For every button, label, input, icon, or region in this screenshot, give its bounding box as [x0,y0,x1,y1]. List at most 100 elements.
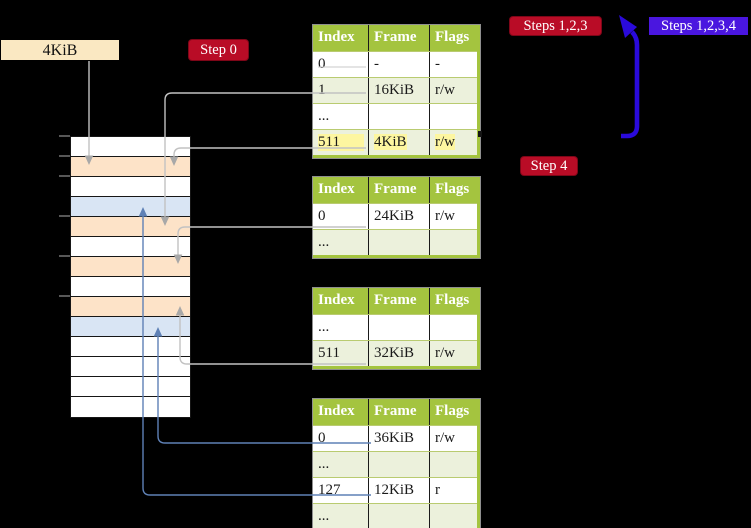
frame-cell: 36KiB [368,426,429,451]
memory-frame-row [71,277,190,297]
frame-cell [368,230,429,255]
cell-text: 4KiB [374,134,407,150]
frame-cell [368,104,429,129]
memory-frame-row [71,257,190,277]
index-cell: ... [313,452,368,477]
cell-text: ... [318,319,330,335]
flags-cell: r [429,478,477,503]
memory-frame-row [71,317,190,337]
flags-cell: - [429,52,477,77]
frame-header-cell: Frame [368,177,429,203]
frame-cell: 24KiB [368,204,429,229]
cell-text: r/w [435,345,455,361]
flags-cell [429,230,477,255]
index-cell: 0 [313,52,368,77]
frame-cell: 32KiB [368,341,429,366]
cell-text: 0 [318,430,326,446]
page-table-2: Index Frame Flags 0 24KiB r/w... [312,176,481,259]
cell-text: 24KiB [374,208,415,224]
index-cell: 0 [313,204,368,229]
memory-frame-row [71,197,190,217]
flags-header-cell: Flags [429,177,477,203]
cell-text: ... [318,508,330,524]
steps123-badge: Steps 1,2,3 [510,17,601,35]
frame-cell [368,504,429,528]
flags-header-cell: Flags [429,288,477,314]
page-table-4: Index Frame Flags 0 36KiB r/w... 127 12KiB r... [312,398,481,528]
flags-header-cell: Flags [429,399,477,425]
flags-cell [429,504,477,528]
frame-cell: 12KiB [368,478,429,503]
table-header-row: Index Frame Flags [313,25,477,51]
memory-frame-row [71,237,190,257]
step0-badge: Step 0 [189,40,248,60]
memory-frame-row [71,357,190,377]
flags-cell: r/w [429,130,477,155]
cell-text: - [435,56,440,72]
cell-text: 32KiB [374,345,415,361]
cell-text: ... [318,456,330,472]
flags-cell: r/w [429,204,477,229]
flags-cell: r/w [429,341,477,366]
table-row: 1 16KiB r/w [313,77,477,103]
table-row: ... [313,503,477,528]
index-cell: ... [313,315,368,340]
index-cell: ... [313,230,368,255]
frame-cell [368,315,429,340]
memory-frame-row [71,397,190,417]
cell-text: 511 [318,134,364,151]
frame-cell: 4KiB [368,130,429,155]
index-cell: 0 [313,426,368,451]
arrow-recursive-entry511-loop [621,30,640,139]
cell-text: r/w [435,430,455,446]
arrow-recursive-entry511-loop-head [619,15,637,38]
cell-text: 12KiB [374,482,415,498]
cell-text: r/w [435,82,455,98]
steps1234-badge: Steps 1,2,3,4 [649,17,748,35]
frame-cell: 16KiB [368,78,429,103]
cell-text: 0 [318,56,326,72]
memory-frame-row [71,157,190,177]
memory-frame-row [71,177,190,197]
table-row: ... [313,229,477,255]
memory-frame-row [71,337,190,357]
flags-cell: r/w [429,78,477,103]
table-row: 511 4KiB r/w [313,129,477,155]
cell-text: 1 [318,82,326,98]
flags-header-cell: Flags [429,25,477,51]
index-cell: 511 [313,341,368,366]
frame-cell: - [368,52,429,77]
index-header-cell: Index [318,181,355,197]
cell-text: 127 [318,482,341,498]
memory-frame-row [71,137,190,157]
cell-text: 36KiB [374,430,415,446]
index-cell: ... [313,504,368,528]
cell-text: 0 [318,208,326,224]
memory-frame-row [71,217,190,237]
flags-cell [429,315,477,340]
cell-text: ... [318,234,330,250]
table-row: ... [313,314,477,340]
table-row: ... [313,451,477,477]
table-header-row: Index Frame Flags [313,177,477,203]
step4-badge: Step 4 [521,157,577,175]
frame-header-cell: Frame [368,399,429,425]
table-header-row: Index Frame Flags [313,399,477,425]
index-cell: 511 [313,130,368,155]
table-row: 0 36KiB r/w [313,425,477,451]
index-cell: 127 [313,478,368,503]
frame-cell [368,452,429,477]
cell-text: r/w [435,208,455,224]
flags-cell [429,452,477,477]
cell-text: ... [318,108,330,124]
table-row: ... [313,103,477,129]
table-row: 0 - - [313,51,477,77]
index-header-cell: Index [318,403,355,419]
index-header-cell: Index [318,292,355,308]
physical-memory-strip [70,136,191,418]
index-cell: ... [313,104,368,129]
memory-frame-row [71,297,190,317]
cell-text: 511 [318,345,340,361]
page-table-3: Index Frame Flags... 511 32KiB r/w [312,287,481,370]
